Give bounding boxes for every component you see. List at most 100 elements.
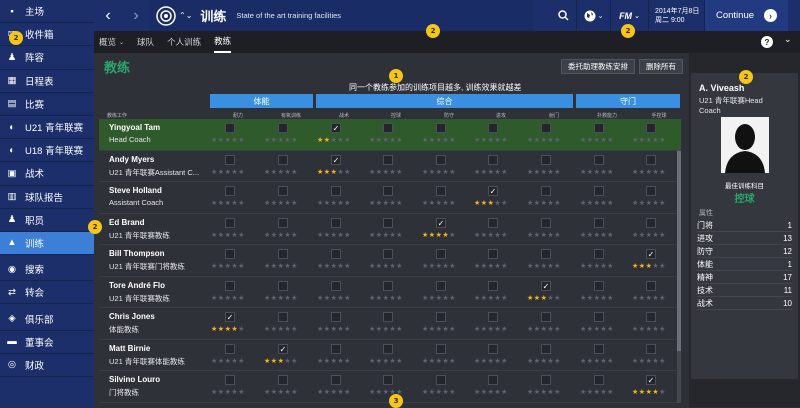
scrollbar-thumb[interactable] [677, 151, 681, 351]
training-checkbox[interactable] [278, 217, 288, 228]
category-fitness[interactable]: 体能 [210, 94, 313, 108]
table-row[interactable]: Tore André Flo U21 青年联赛教练 ★★★★★ ★★★★★ ★★★★★ ★… [99, 277, 681, 308]
sidebar-item-11[interactable]: ◉ 搜索 [0, 258, 94, 282]
training-checkbox[interactable] [331, 280, 341, 291]
training-checkbox[interactable] [436, 186, 446, 196]
table-row[interactable]: Chris Jones 体能教练 ✓ ★★★★★ ★★★★★ ★★★★★ ★★★★★ ★★★★… [99, 308, 681, 340]
scrollbar[interactable] [677, 147, 681, 403]
training-checkbox[interactable] [278, 280, 288, 291]
sidebar-item-7[interactable]: ▣ 战术 [0, 162, 94, 186]
training-checkbox[interactable]: ✓ [646, 375, 656, 385]
sidebar-item-13[interactable]: ◈ 俱乐部 [0, 307, 94, 331]
subcolumn-header[interactable]: 扑救能力 [596, 113, 617, 119]
training-checkbox[interactable] [541, 154, 551, 165]
training-checkbox[interactable] [383, 312, 393, 322]
sidebar-item-10[interactable]: ▲ 训练 [0, 231, 94, 256]
tutorial-marker[interactable]: 3 [389, 394, 403, 408]
coach-name[interactable]: Tore André Flo [109, 280, 165, 290]
category-goalkeeping[interactable]: 守门 [576, 94, 680, 108]
training-checkbox[interactable] [541, 375, 551, 385]
tutorial-marker[interactable]: 2 [88, 220, 102, 234]
sidebar-item-15[interactable]: ◎ 财政 [0, 354, 94, 377]
training-checkbox[interactable] [541, 343, 551, 354]
coach-name[interactable]: Steve Holland [109, 186, 162, 195]
training-checkbox[interactable] [278, 123, 288, 133]
subcolumn-header[interactable]: 手控球 [651, 113, 667, 119]
training-checkbox[interactable] [594, 375, 604, 385]
table-row[interactable]: Bill Thompson U21 青年联赛门将教练 ★★★★★ ★★★★★ ★★★★★… [99, 245, 681, 277]
training-checkbox[interactable] [331, 375, 341, 385]
training-checkbox[interactable] [594, 280, 604, 291]
table-row[interactable]: Ed Brand U21 青年联赛教练 ★★★★★ ★★★★★ ★★★★★ ★★★★★ ✓ ★… [99, 214, 681, 245]
training-checkbox[interactable] [541, 312, 551, 322]
training-checkbox[interactable] [541, 186, 551, 196]
training-checkbox[interactable] [383, 217, 393, 228]
training-checkbox[interactable] [594, 249, 604, 259]
training-checkbox[interactable]: ✓ [436, 217, 446, 228]
sidebar-item-12[interactable]: ⇄ 转会 [0, 281, 94, 305]
training-checkbox[interactable] [225, 186, 235, 196]
subcolumn-header[interactable]: 射门 [548, 113, 559, 119]
training-checkbox[interactable] [594, 154, 604, 165]
table-row[interactable]: Yingyoal Tam Head Coach ★★★★★ ★★★★★ ✓ ★★★★★ ★★… [99, 119, 681, 151]
training-checkbox[interactable] [436, 280, 446, 291]
training-checkbox[interactable] [646, 154, 656, 165]
coach-name[interactable]: Chris Jones [109, 312, 155, 321]
sidebar-item-4[interactable]: ▤ 比赛 [0, 93, 94, 116]
training-checkbox[interactable] [436, 343, 446, 354]
subcolumn-header[interactable]: 控球 [390, 113, 401, 119]
training-checkbox[interactable] [541, 249, 551, 259]
training-checkbox[interactable] [331, 312, 341, 322]
training-checkbox[interactable] [225, 217, 235, 228]
sidebar-item-9[interactable]: ♟ 职员 [0, 209, 94, 232]
training-checkbox[interactable] [278, 249, 288, 259]
subcolumn-header[interactable]: 战术 [338, 113, 349, 119]
coach-name[interactable]: Matt Birnie [109, 343, 151, 353]
subcolumn-header[interactable]: 耐力 [232, 113, 243, 119]
continue-button[interactable]: Continue › [704, 0, 788, 31]
training-checkbox[interactable] [541, 217, 551, 228]
subcolumn-header[interactable]: 有氧训练 [280, 113, 301, 119]
training-checkbox[interactable] [488, 343, 498, 354]
coach-name[interactable]: Silvino Louro [109, 375, 161, 384]
training-checkbox[interactable]: ✓ [278, 343, 288, 354]
training-checkbox[interactable] [646, 343, 656, 354]
tutorial-marker[interactable]: 2 [9, 31, 23, 45]
coach-name[interactable]: Ed Brand [109, 217, 145, 227]
date-display[interactable]: 2014年7月8日 周二 9:00 [648, 0, 704, 31]
table-row[interactable]: Steve Holland Assistant Coach ★★★★★ ★★★★★ ★★… [99, 182, 681, 214]
training-checkbox[interactable]: ✓ [541, 280, 551, 291]
training-checkbox[interactable] [646, 217, 656, 228]
training-checkbox[interactable] [225, 249, 235, 259]
training-checkbox[interactable] [646, 280, 656, 291]
training-checkbox[interactable] [383, 343, 393, 354]
training-checkbox[interactable] [646, 123, 656, 133]
training-checkbox[interactable] [541, 123, 551, 133]
table-row[interactable]: Silvino Louro 门将教练 ★★★★★ ★★★★★ ★★★★★ ★★★★★ ★★★… [99, 371, 681, 403]
training-checkbox[interactable] [436, 375, 446, 385]
coach-name[interactable]: Bill Thompson [109, 249, 165, 258]
coach-name[interactable]: Andy Myers [109, 154, 155, 164]
training-checkbox[interactable] [436, 154, 446, 165]
training-checkbox[interactable]: ✓ [331, 154, 341, 165]
training-checkbox[interactable] [594, 343, 604, 354]
sidebar-item-14[interactable]: ▬ 董事会 [0, 331, 94, 354]
training-checkbox[interactable] [225, 123, 235, 133]
training-checkbox[interactable] [436, 123, 446, 133]
forward-button[interactable]: › [133, 6, 139, 24]
search-button[interactable] [550, 0, 576, 31]
sidebar-item-6[interactable]: ◐ U18 青年联赛 [0, 139, 94, 163]
training-checkbox[interactable] [488, 375, 498, 385]
table-row[interactable]: Andy Myers U21 青年联赛Assistant C... ★★★★★ ★★★… [99, 151, 681, 182]
training-checkbox[interactable] [331, 249, 341, 259]
subcolumn-header[interactable]: 防守 [443, 113, 454, 119]
fm-menu-button[interactable]: FM ⌄ [610, 0, 648, 31]
back-button[interactable]: ‹ [105, 6, 111, 24]
training-checkbox[interactable] [594, 312, 604, 322]
training-checkbox[interactable] [488, 312, 498, 322]
tab-overview[interactable]: 概览 ⌄ [99, 37, 125, 47]
sidebar-item-2[interactable]: ♟ 阵容 [0, 46, 94, 70]
delegate-button[interactable]: 委托助理教练安排 [561, 59, 635, 74]
tab-individual[interactable]: 个人训练 [167, 37, 202, 47]
chevron-down-icon[interactable]: ⌄ [784, 34, 792, 44]
